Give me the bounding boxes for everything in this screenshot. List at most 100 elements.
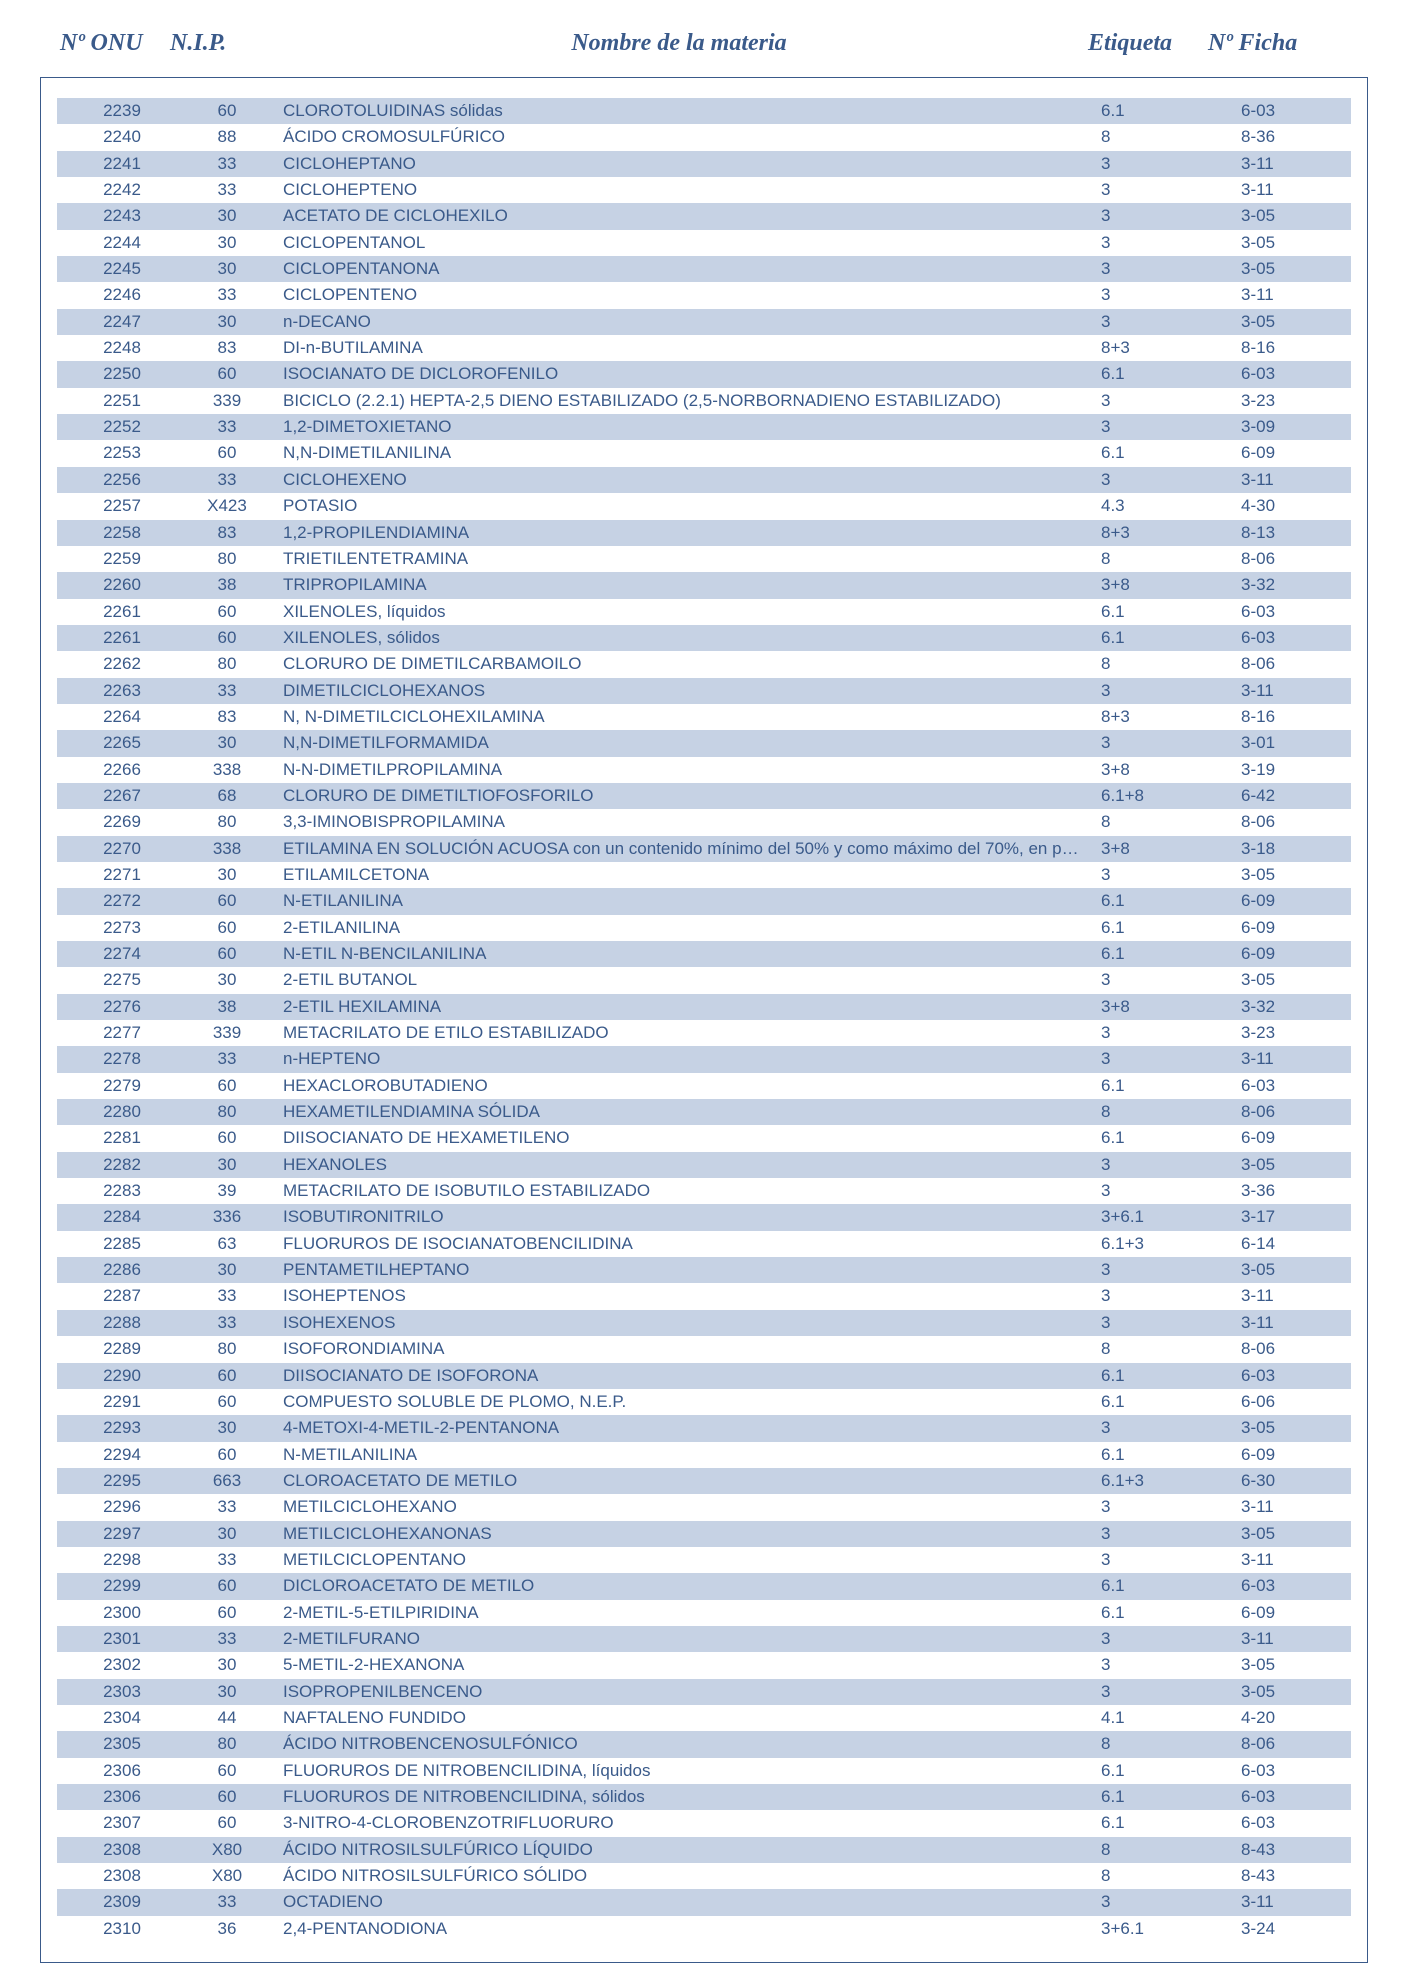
cell-nip: 60	[177, 361, 277, 387]
cell-ficha: 3-11	[1201, 1310, 1341, 1336]
cell-onu: 2269	[67, 809, 177, 835]
cell-ficha: 8-06	[1201, 1099, 1341, 1125]
cell-etiqueta: 3	[1081, 1257, 1201, 1283]
cell-onu: 2288	[67, 1310, 177, 1336]
cell-ficha: 3-19	[1201, 757, 1341, 783]
cell-onu: 2309	[67, 1889, 177, 1915]
table-row: 227460N-ETIL N-BENCILANILINA6.16-09	[57, 941, 1351, 967]
cell-nombre: CICLOPENTANOL	[277, 230, 1081, 256]
cell-nombre: FLUORUROS DE NITROBENCILIDINA, líquidos	[277, 1758, 1081, 1784]
cell-nombre: DICLOROACETATO DE METILO	[277, 1573, 1081, 1599]
cell-etiqueta: 6.1	[1081, 440, 1201, 466]
cell-ficha: 6-42	[1201, 783, 1341, 809]
cell-etiqueta: 6.1	[1081, 98, 1201, 124]
cell-etiqueta: 4.1	[1081, 1705, 1201, 1731]
cell-nombre: HEXACLOROBUTADIENO	[277, 1073, 1081, 1099]
cell-nombre: CICLOHEXENO	[277, 467, 1081, 493]
cell-nombre: 1,2-PROPILENDIAMINA	[277, 520, 1081, 546]
cell-nip: 30	[177, 1521, 277, 1547]
cell-nombre: N,N-DIMETILFORMAMIDA	[277, 730, 1081, 756]
table-row: 227833n-HEPTENO33-11	[57, 1046, 1351, 1072]
cell-nombre: OCTADIENO	[277, 1889, 1081, 1915]
cell-ficha: 3-11	[1201, 1889, 1341, 1915]
cell-nip: 30	[177, 1415, 277, 1441]
cell-ficha: 3-05	[1201, 1415, 1341, 1441]
cell-nip: 80	[177, 809, 277, 835]
cell-nombre: DIISOCIANATO DE HEXAMETILENO	[277, 1125, 1081, 1151]
cell-nombre: n-DECANO	[277, 309, 1081, 335]
cell-ficha: 6-03	[1201, 1810, 1341, 1836]
cell-nip: 30	[177, 309, 277, 335]
cell-ficha: 3-23	[1201, 1020, 1341, 1046]
cell-ficha: 3-05	[1201, 309, 1341, 335]
cell-etiqueta: 3	[1081, 177, 1201, 203]
cell-nip: 336	[177, 1204, 277, 1230]
cell-nip: 60	[177, 1125, 277, 1151]
cell-nip: 38	[177, 572, 277, 598]
cell-etiqueta: 3+8	[1081, 836, 1201, 862]
cell-nombre: CLORURO DE DIMETILCARBAMOILO	[277, 651, 1081, 677]
cell-etiqueta: 3	[1081, 1626, 1201, 1652]
cell-ficha: 3-11	[1201, 282, 1341, 308]
table-row: 226160XILENOLES, líquidos6.16-03	[57, 599, 1351, 625]
cell-nombre: CICLOPENTENO	[277, 282, 1081, 308]
cell-etiqueta: 6.1+3	[1081, 1468, 1201, 1494]
cell-etiqueta: 3+8	[1081, 994, 1201, 1020]
cell-nip: 60	[177, 888, 277, 914]
table-row: 228080HEXAMETILENDIAMINA SÓLIDA88-06	[57, 1099, 1351, 1125]
cell-nip: 33	[177, 1547, 277, 1573]
cell-etiqueta: 3	[1081, 1889, 1201, 1915]
cell-ficha: 6-03	[1201, 98, 1341, 124]
cell-etiqueta: 4.3	[1081, 493, 1201, 519]
cell-nombre: ÁCIDO NITROSILSULFÚRICO LÍQUIDO	[277, 1837, 1081, 1863]
cell-onu: 2297	[67, 1521, 177, 1547]
cell-nip: 30	[177, 203, 277, 229]
cell-ficha: 8-16	[1201, 704, 1341, 730]
cell-nombre: ISOHEPTENOS	[277, 1283, 1081, 1309]
cell-ficha: 8-06	[1201, 1336, 1341, 1362]
cell-nombre: CLOROACETATO DE METILO	[277, 1468, 1081, 1494]
cell-ficha: 6-14	[1201, 1231, 1341, 1257]
cell-etiqueta: 6.1	[1081, 1758, 1201, 1784]
cell-onu: 2289	[67, 1336, 177, 1362]
cell-nombre: 2-ETILANILINA	[277, 915, 1081, 941]
cell-nombre: N-METILANILINA	[277, 1442, 1081, 1468]
table-row: 2307603-NITRO-4-CLOROBENZOTRIFLUORURO6.1…	[57, 1810, 1351, 1836]
cell-nip: 60	[177, 1363, 277, 1389]
cell-ficha: 6-09	[1201, 1442, 1341, 1468]
cell-onu: 2285	[67, 1231, 177, 1257]
table-row: 224730n-DECANO33-05	[57, 309, 1351, 335]
cell-nombre: ACETATO DE CICLOHEXILO	[277, 203, 1081, 229]
table-row: 2308X80ÁCIDO NITROSILSULFÚRICO LÍQUIDO88…	[57, 1837, 1351, 1863]
cell-nombre: TRIPROPILAMINA	[277, 572, 1081, 598]
cell-nip: 338	[177, 757, 277, 783]
cell-etiqueta: 3	[1081, 309, 1201, 335]
cell-nip: 60	[177, 625, 277, 651]
table-row: 226160XILENOLES, sólidos6.16-03	[57, 625, 1351, 651]
table-row: 230933OCTADIENO33-11	[57, 1889, 1351, 1915]
cell-onu: 2282	[67, 1152, 177, 1178]
table-row: 228980ISOFORONDIAMINA88-06	[57, 1336, 1351, 1362]
table-row: 227130ETILAMILCETONA33-05	[57, 862, 1351, 888]
cell-ficha: 3-11	[1201, 467, 1341, 493]
cell-etiqueta: 8	[1081, 1731, 1201, 1757]
cell-onu: 2302	[67, 1652, 177, 1678]
cell-nombre: COMPUESTO SOLUBLE DE PLOMO, N.E.P.	[277, 1389, 1081, 1415]
cell-ficha: 3-05	[1201, 1679, 1341, 1705]
cell-nip: 30	[177, 862, 277, 888]
cell-onu: 2276	[67, 994, 177, 1020]
cell-etiqueta: 3	[1081, 1310, 1201, 1336]
cell-ficha: 8-06	[1201, 546, 1341, 572]
cell-nombre: 3-NITRO-4-CLOROBENZOTRIFLUORURO	[277, 1810, 1081, 1836]
cell-ficha: 3-05	[1201, 256, 1341, 282]
cell-onu: 2287	[67, 1283, 177, 1309]
cell-ficha: 3-36	[1201, 1178, 1341, 1204]
table-row: 2295663CLOROACETATO DE METILO6.1+36-30	[57, 1468, 1351, 1494]
cell-onu: 2283	[67, 1178, 177, 1204]
table-row: 223960CLOROTOLUIDINAS sólidas6.16-03	[57, 98, 1351, 124]
cell-nip: 68	[177, 783, 277, 809]
cell-nip: 60	[177, 1810, 277, 1836]
table-row: 2269803,3-IMINOBISPROPILAMINA88-06	[57, 809, 1351, 835]
cell-etiqueta: 3+8	[1081, 757, 1201, 783]
cell-nip: 80	[177, 651, 277, 677]
